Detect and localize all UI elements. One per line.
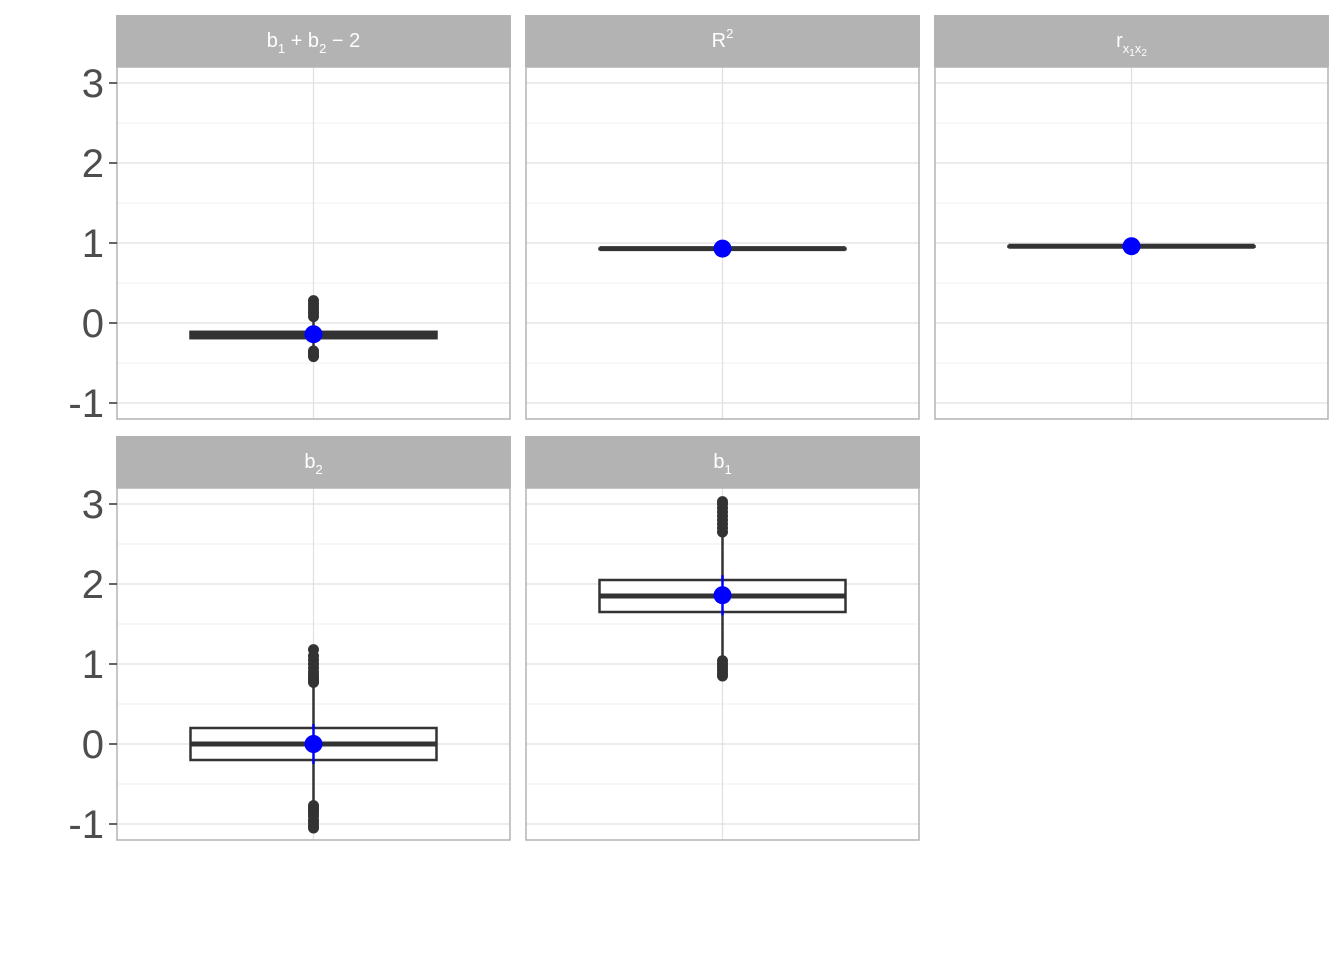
strip-label-part: x <box>1135 41 1142 56</box>
facet-panel-4: b1 <box>525 436 920 841</box>
strip-label-3: b2 <box>304 451 322 477</box>
outlier-point <box>308 295 319 307</box>
y-tick-label: -1 <box>68 803 104 847</box>
y-tick-label: 1 <box>82 643 104 687</box>
outlier-point <box>717 496 728 508</box>
mean-point <box>713 586 732 605</box>
strip-label-part: R <box>712 30 726 52</box>
strip-background <box>525 15 920 67</box>
mean-point <box>713 239 732 258</box>
strip-label-2: rx1x2 <box>1116 30 1147 59</box>
panel-border <box>525 66 920 420</box>
panel-border <box>525 487 920 841</box>
outlier-point <box>308 345 319 357</box>
strip-label-part: 2 <box>319 41 326 56</box>
strip-background <box>934 15 1329 67</box>
strip-label-part: − 2 <box>326 30 360 52</box>
strip-label-part: x <box>1123 41 1130 56</box>
outlier-point <box>308 800 319 812</box>
strip-label-1: R2 <box>712 26 734 52</box>
strip-background <box>116 15 511 67</box>
y-tick-label: 0 <box>82 302 104 346</box>
mean-point <box>304 735 323 753</box>
strip-label-part: 2 <box>726 26 733 41</box>
strip-background <box>116 436 511 488</box>
strip-background <box>525 436 920 488</box>
y-tick-label: 2 <box>82 563 104 607</box>
outlier-point <box>717 655 728 667</box>
strip-label-part: b <box>713 451 724 473</box>
y-tick-label: 1 <box>82 222 104 266</box>
strip-label-part: r <box>1116 30 1123 52</box>
strip-label-part: 2 <box>315 462 322 477</box>
strip-label-4: b1 <box>713 451 731 477</box>
strip-label-part: + b <box>285 30 319 52</box>
y-tick-label: 3 <box>82 62 104 106</box>
y-tick-label: -1 <box>68 382 104 426</box>
strip-label-part: 2 <box>1141 48 1147 59</box>
strip-label-part: 1 <box>278 41 285 56</box>
facet-panel-2: rx1x2 <box>934 15 1329 420</box>
strip-label-part: b <box>267 30 278 52</box>
strip-label-0: b1 + b2 − 2 <box>267 30 360 56</box>
panel-border <box>934 66 1329 420</box>
strip-label-part: 1 <box>1129 48 1135 59</box>
y-tick-label: 2 <box>82 142 104 186</box>
strip-label-part: b <box>304 451 315 473</box>
y-tick-label: 0 <box>82 723 104 767</box>
strip-label-part: 1 <box>724 462 731 477</box>
y-tick-label: 3 <box>82 483 104 527</box>
mean-point <box>1122 237 1141 256</box>
mean-point <box>304 325 323 344</box>
outlier-point <box>308 644 319 656</box>
facet-panel-1: R2 <box>525 15 920 420</box>
